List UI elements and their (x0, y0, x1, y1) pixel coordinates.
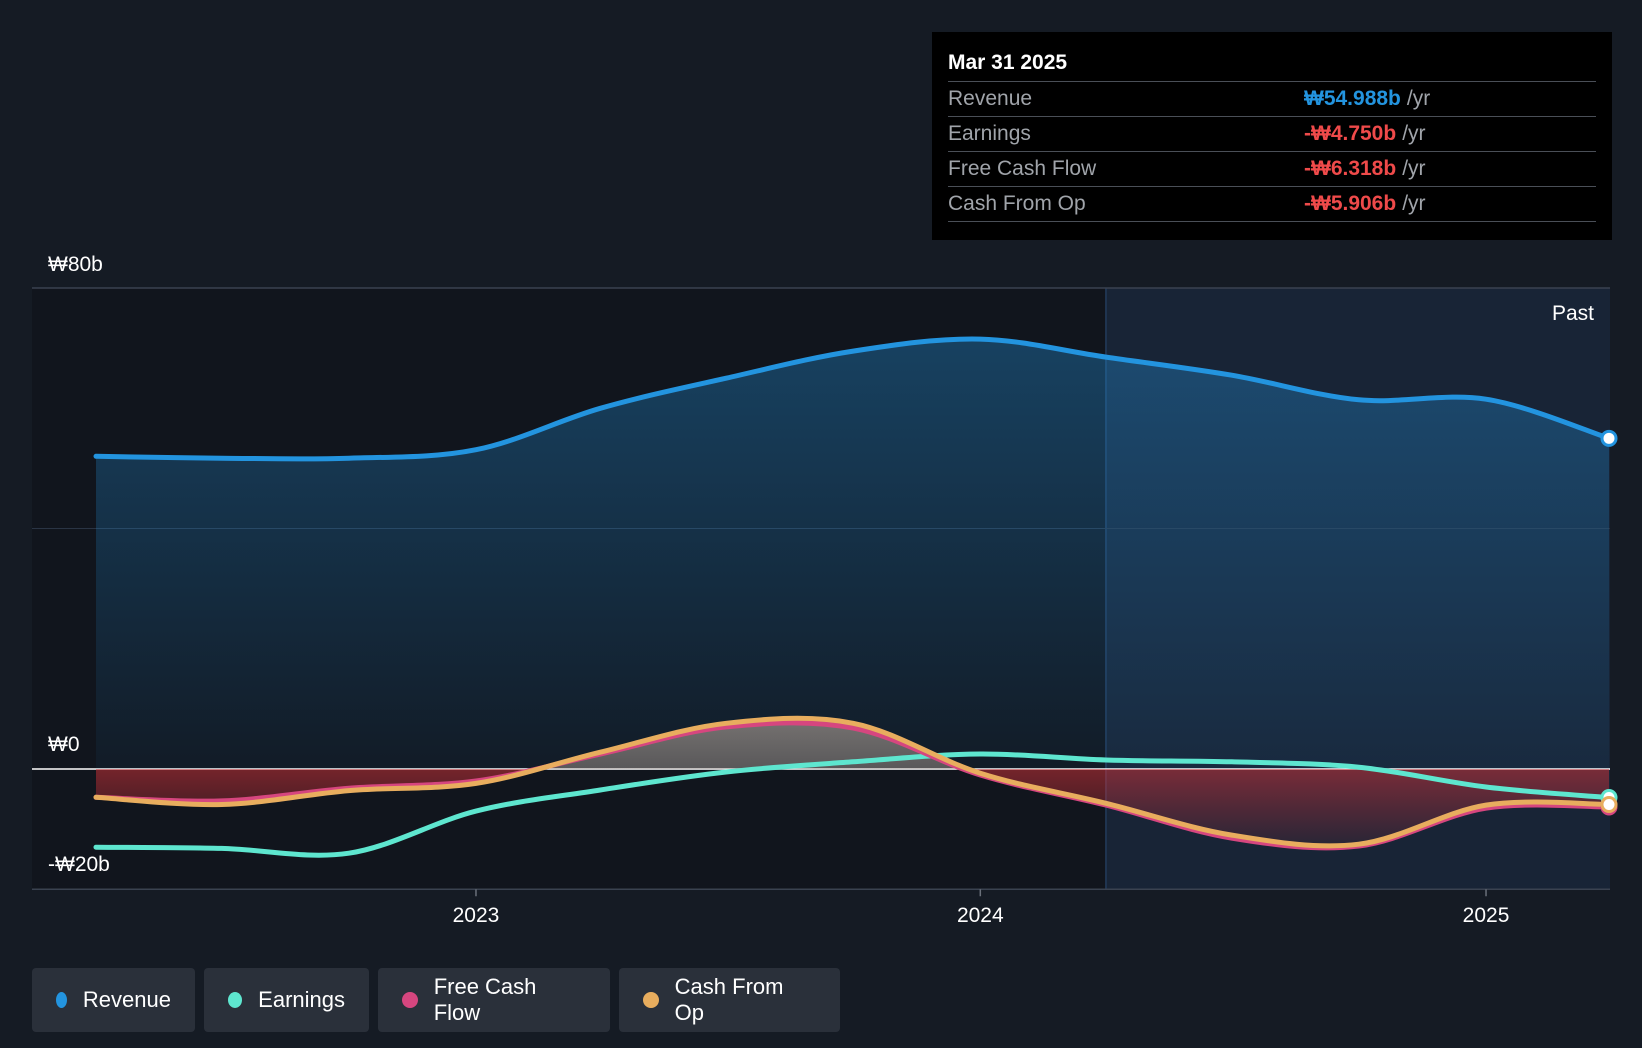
series-lines (93, 336, 1612, 858)
negative-cashflow-area (96, 769, 1609, 846)
cash-from-op-endpoint (1600, 796, 1618, 814)
x-axis: 2023 2024 2025 (453, 889, 1510, 927)
area-fills (96, 338, 1609, 846)
positive-cashflow-area (96, 718, 1609, 769)
legend-item-revenue[interactable]: Revenue (32, 968, 195, 1032)
revenue-area (96, 338, 1609, 769)
cash-from-op-line (93, 715, 1612, 849)
x-tick-label: 2023 (453, 904, 500, 927)
tooltip-value: -₩6.318b (1304, 157, 1397, 180)
tooltip-unit: /yr (1402, 157, 1426, 180)
earnings-line (93, 751, 1612, 858)
y-tick-label: ₩0 (48, 733, 80, 756)
tooltip-panel: Mar 31 2025 Revenue ₩54.988b/yr Earnings -₩… (932, 32, 1612, 240)
tooltip-value: -₩5.906b (1304, 192, 1397, 215)
tooltip-row: Cash From Op -₩5.906b/yr (948, 186, 1596, 222)
y-axis-labels: ₩80b ₩0 -₩20b (48, 253, 110, 876)
tooltip-unit: /yr (1402, 122, 1426, 145)
tooltip-label: Earnings (948, 122, 1031, 145)
endpoint-markers (1600, 429, 1618, 816)
tooltip-label: Cash From Op (948, 192, 1086, 215)
legend-item-free-cash-flow[interactable]: Free Cash Flow (378, 968, 610, 1032)
revenue-endpoint (1600, 429, 1618, 447)
x-tick-label: 2025 (1463, 904, 1510, 927)
tooltip-row: Revenue ₩54.988b/yr (948, 81, 1596, 116)
tooltip-row: Earnings -₩4.750b/yr (948, 116, 1596, 151)
x-tick-label: 2024 (957, 904, 1004, 927)
y-tick-label: -₩20b (48, 853, 110, 876)
past-label: Past (1552, 302, 1594, 325)
legend-dot-icon (56, 992, 67, 1008)
legend-label: Earnings (258, 987, 345, 1012)
legend-label: Cash From Op (674, 974, 784, 1025)
legend-item-cash-from-op[interactable]: Cash From Op (619, 968, 840, 1032)
legend-label: Free Cash Flow (433, 974, 537, 1025)
tooltip-label: Revenue (948, 87, 1033, 110)
y-tick-label: ₩80b (48, 253, 103, 276)
tooltip-label: Free Cash Flow (948, 157, 1097, 180)
tooltip-unit: /yr (1402, 192, 1426, 215)
legend-dot-icon (402, 992, 418, 1008)
tooltip-value: ₩54.988b (1304, 87, 1401, 110)
legend-dot-icon (228, 992, 243, 1008)
tooltip-value: -₩4.750b (1304, 122, 1397, 145)
revenue-line (93, 336, 1612, 462)
tooltip-date: Mar 31 2025 (948, 51, 1068, 74)
tooltip-row: Free Cash Flow -₩6.318b/yr (948, 151, 1596, 186)
tooltip-unit: /yr (1406, 87, 1431, 110)
legend: Revenue Earnings Free Cash Flow Cash From O… (32, 968, 849, 1032)
legend-item-earnings[interactable]: Earnings (204, 968, 369, 1032)
legend-label: Revenue (82, 987, 171, 1012)
legend-dot-icon (643, 992, 659, 1008)
